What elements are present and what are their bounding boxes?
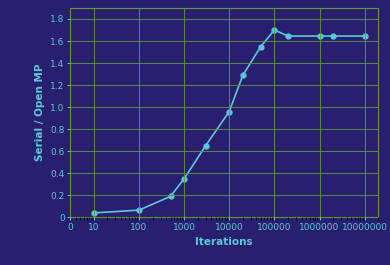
Y-axis label: Serial / Open MP: Serial / Open MP	[35, 64, 45, 161]
X-axis label: Iterations: Iterations	[195, 237, 253, 248]
